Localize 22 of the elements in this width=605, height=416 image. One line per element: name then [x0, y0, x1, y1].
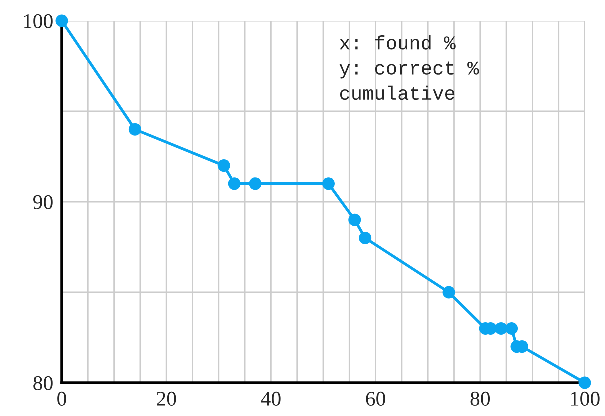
point — [218, 160, 230, 172]
x-tick-label: 100 — [571, 392, 600, 406]
x-tick-label: 20 — [157, 392, 176, 406]
point — [578, 376, 592, 390]
point — [506, 322, 518, 335]
point — [128, 123, 142, 136]
point — [348, 214, 362, 226]
point — [359, 232, 372, 244]
y-tick-label: 90 — [34, 195, 53, 210]
point — [495, 322, 508, 335]
x-tick-label: 60 — [366, 392, 386, 406]
point — [228, 178, 241, 190]
point — [249, 178, 262, 190]
y-tick-label: 100 — [24, 14, 53, 28]
x-tick-label: 80 — [470, 392, 490, 406]
point — [56, 14, 68, 28]
point — [442, 286, 456, 299]
x-tick-label: 40 — [261, 392, 281, 406]
annotation: x: found % y: correct % cumulative — [340, 35, 480, 100]
y-tick-label: 80 — [34, 376, 53, 390]
x-tick-label: 0 — [58, 392, 66, 406]
point — [322, 178, 335, 190]
